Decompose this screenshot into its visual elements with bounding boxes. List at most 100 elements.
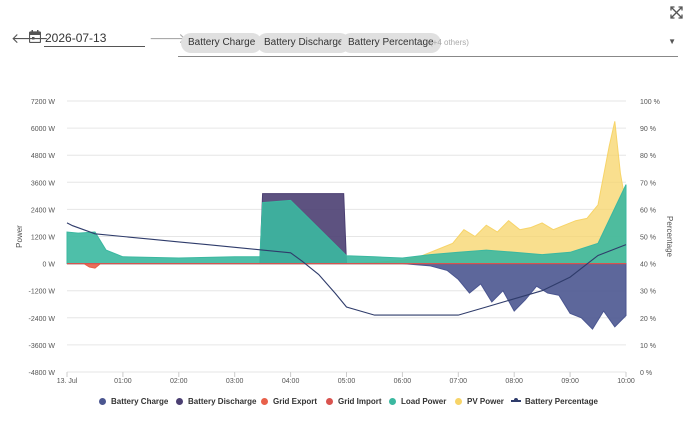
y-axis-label: Power (15, 225, 24, 248)
caret-down-icon[interactable]: ▼ (668, 37, 676, 46)
data-point-pv-power (575, 220, 576, 221)
series-chip-battery-percentage[interactable]: Battery Percentage (341, 33, 441, 53)
date-input[interactable] (44, 30, 145, 47)
data-point-battery-charge (547, 292, 548, 293)
data-point-battery-charge (592, 328, 593, 329)
data-point-load-power (430, 254, 431, 255)
data-point-battery-percentage (66, 222, 67, 223)
data-point-pv-power (486, 225, 487, 226)
calendar-icon[interactable] (29, 30, 41, 43)
legend-item-battery-charge[interactable]: Battery Charge (99, 395, 168, 409)
x-tick-label: 08:00 (505, 378, 523, 385)
data-point-battery-charge (536, 286, 537, 287)
legend-marker (455, 397, 462, 405)
data-point-battery-discharge (262, 193, 263, 194)
y2-tick-label: 90 % (640, 126, 656, 133)
y-tick-label: 3600 W (31, 180, 56, 187)
data-point-pv-power (435, 249, 436, 250)
data-point-battery-percentage (290, 252, 291, 253)
y2-tick-label: 0 % (640, 370, 652, 377)
legend-item-battery-discharge[interactable]: Battery Discharge (176, 395, 256, 409)
legend-label: Battery Percentage (525, 397, 598, 406)
data-point-battery-charge (525, 299, 526, 300)
data-point-battery-charge (614, 326, 615, 327)
data-point-battery-charge (581, 317, 582, 318)
y2-tick-label: 100 % (640, 99, 660, 106)
y2-tick-label: 50 % (640, 235, 656, 242)
legend-label: Battery Discharge (188, 397, 257, 406)
x-tick-label: 03:00 (226, 378, 244, 385)
data-point-pv-power (530, 227, 531, 228)
data-point-load-power (486, 249, 487, 250)
power-chart: 7200 W 6000 W 4800 W 3600 W 2400 W 1200 W 0 W -… (15, 99, 674, 385)
legend-marker (99, 397, 106, 405)
data-point-battery-charge (458, 279, 459, 280)
x-tick-label: 02:00 (170, 378, 188, 385)
data-point-battery-percentage (234, 247, 235, 248)
data-point-pv-power (508, 220, 509, 221)
y-tick-label: -3600 W (29, 343, 56, 350)
y-tick-label: -4800 W (29, 370, 56, 377)
legend-item-grid-import[interactable]: Grid Import (326, 395, 382, 409)
data-point-battery-percentage (597, 255, 598, 256)
data-point-load-power (458, 252, 459, 253)
expand-icon[interactable] (670, 6, 683, 19)
x-tick-label: 05:00 (338, 378, 356, 385)
series-chip-battery-charge[interactable]: Battery Charge (181, 33, 263, 53)
data-point-load-power (262, 202, 263, 203)
legend-item-load-power[interactable]: Load Power (389, 395, 446, 409)
data-point-battery-percentage (374, 314, 375, 315)
data-point-battery-percentage (346, 306, 347, 307)
y2-axis-label: Percentage (665, 216, 674, 257)
y2-tick-label: 30 % (640, 289, 656, 296)
data-point-load-power (234, 256, 235, 257)
data-point-battery-percentage (72, 225, 73, 226)
data-point-pv-power (474, 236, 475, 237)
data-point-battery-charge (514, 310, 515, 311)
series-selector[interactable]: Battery Charge Battery Discharge Battery… (178, 32, 678, 57)
data-point-load-power (66, 231, 67, 232)
legend-item-grid-export[interactable]: Grid Export (261, 395, 317, 409)
legend-label: Load Power (401, 397, 447, 406)
data-point-load-power (625, 184, 626, 185)
data-point-grid-export (94, 268, 95, 269)
data-point-battery-percentage (178, 241, 179, 242)
data-point-battery-percentage (122, 236, 123, 237)
y-tick-label: 2400 W (31, 207, 56, 214)
data-point-battery-percentage (486, 306, 487, 307)
legend-item-battery-percentage[interactable]: Battery Percentage (511, 395, 598, 409)
data-point-battery-discharge (343, 193, 344, 194)
arrow-right-icon[interactable]: 🡒 (149, 30, 187, 46)
series-line-battery-percentage (66, 222, 627, 316)
data-point-load-power (514, 252, 515, 253)
data-point-battery-charge (469, 292, 470, 293)
y2-tick-label: 70 % (640, 180, 656, 187)
legend-marker (389, 397, 396, 405)
data-point-load-power (122, 256, 123, 257)
data-point-battery-percentage (430, 314, 431, 315)
data-point-pv-power (519, 229, 520, 230)
series-area-battery-charge (67, 263, 627, 330)
legend-item-pv-power[interactable]: PV Power (455, 395, 504, 409)
data-point-battery-percentage (318, 274, 319, 275)
data-point-pv-power (597, 204, 598, 205)
x-tick-label: 01:00 (114, 378, 132, 385)
data-point-pv-power (620, 173, 621, 174)
y-tick-label: 0 W (43, 262, 56, 269)
data-point-load-power (290, 200, 291, 201)
data-point-battery-charge (502, 290, 503, 291)
legend-label: Grid Export (273, 397, 318, 406)
data-point-battery-percentage (262, 249, 263, 250)
y-tick-label: -1200 W (29, 289, 56, 296)
data-point-battery-charge (430, 265, 431, 266)
data-point-load-power (94, 231, 95, 232)
series-chip-battery-discharge[interactable]: Battery Discharge (257, 33, 351, 53)
data-point-battery-percentage (335, 293, 336, 294)
data-point-battery-charge (625, 315, 626, 316)
data-point-battery-discharge (290, 193, 291, 194)
data-point-battery-charge (447, 270, 448, 271)
data-point-battery-charge (570, 313, 571, 314)
data-point-battery-charge (558, 295, 559, 296)
legend-marker (326, 397, 333, 405)
data-point-battery-percentage (514, 298, 515, 299)
